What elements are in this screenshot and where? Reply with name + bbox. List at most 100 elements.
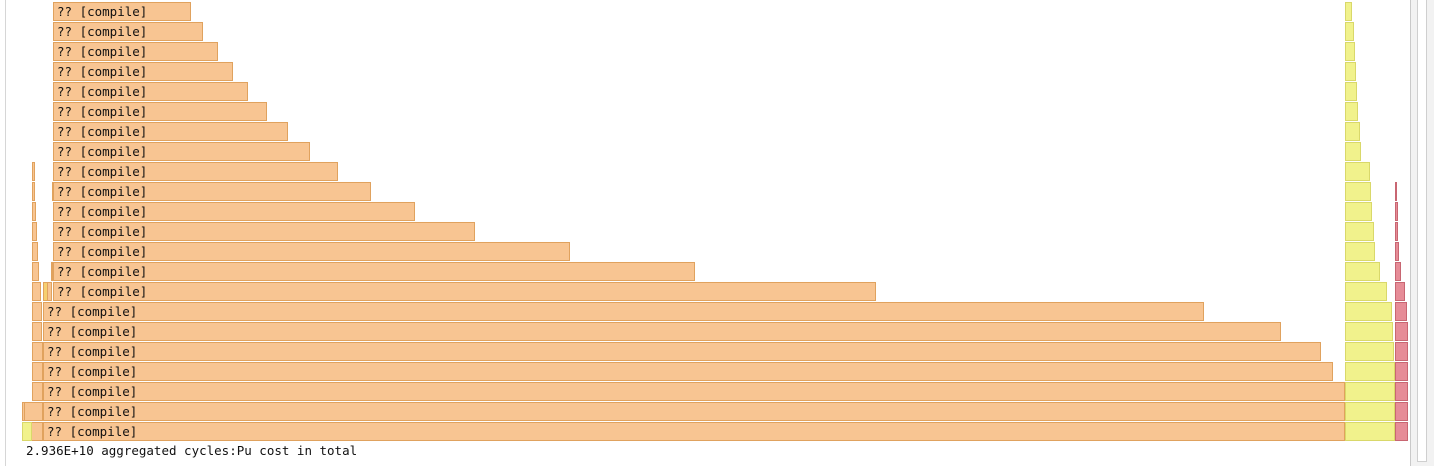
stack-frame[interactable]	[32, 342, 43, 361]
stack-frame[interactable]	[1345, 282, 1387, 301]
stack-frame[interactable]	[32, 382, 43, 401]
stack-frame[interactable]	[32, 282, 41, 301]
stack-frame[interactable]	[1395, 382, 1408, 401]
stack-frame[interactable]	[1345, 262, 1380, 281]
stack-frame[interactable]	[1345, 222, 1374, 241]
stack-frame[interactable]	[22, 422, 32, 441]
stack-frame-label: ?? [compile]	[57, 144, 148, 159]
stack-frame[interactable]: ?? [compile]	[53, 242, 570, 261]
stack-frame[interactable]	[1395, 262, 1401, 281]
stack-frame[interactable]	[1345, 2, 1352, 21]
stack-frame[interactable]: ?? [compile]	[53, 182, 371, 201]
stack-frame[interactable]: ?? [compile]	[53, 162, 338, 181]
stack-frame-label: ?? [compile]	[57, 84, 148, 99]
stack-frame[interactable]: ?? [compile]	[53, 102, 267, 121]
stack-frame[interactable]: ?? [compile]	[53, 22, 203, 41]
stack-frame[interactable]	[1345, 22, 1354, 41]
stack-frame[interactable]	[32, 362, 43, 381]
stack-frame[interactable]: ?? [compile]	[53, 262, 695, 281]
stack-frame[interactable]: ?? [compile]	[43, 302, 1204, 321]
stack-frame[interactable]	[1345, 102, 1358, 121]
stack-frame-label: ?? [compile]	[47, 364, 138, 379]
left-border	[0, 0, 6, 466]
stack-frame[interactable]	[1345, 182, 1371, 201]
stack-frame[interactable]	[1345, 42, 1355, 61]
stack-frame[interactable]	[1395, 302, 1407, 321]
scrollbar-track[interactable]	[1417, 0, 1427, 462]
stack-frame-label: ?? [compile]	[47, 424, 138, 439]
status-bar-text: 2.936E+10 aggregated cycles:Pu cost in t…	[26, 443, 358, 458]
stack-frame[interactable]	[32, 322, 42, 341]
stack-frame[interactable]	[1395, 242, 1399, 261]
stack-frame[interactable]: ?? [compile]	[53, 62, 233, 81]
stack-frame[interactable]	[1345, 382, 1395, 401]
stack-frame-label: ?? [compile]	[57, 164, 148, 179]
stack-frame[interactable]: ?? [compile]	[43, 362, 1333, 381]
stack-frame[interactable]	[1395, 402, 1408, 421]
stack-frame[interactable]: ?? [compile]	[53, 122, 288, 141]
stack-frame-label: ?? [compile]	[57, 4, 148, 19]
stack-frame[interactable]	[1395, 342, 1408, 361]
stack-frame[interactable]: ?? [compile]	[53, 222, 475, 241]
stack-frame[interactable]	[1345, 62, 1356, 81]
stack-frame[interactable]: ?? [compile]	[53, 82, 248, 101]
stack-frame[interactable]	[1345, 242, 1375, 261]
stack-frame[interactable]: ?? [compile]	[43, 422, 1345, 441]
stack-frame[interactable]	[1345, 362, 1395, 381]
stack-frame[interactable]	[32, 162, 35, 181]
stack-frame[interactable]: ?? [compile]	[43, 402, 1345, 421]
stack-frame[interactable]	[43, 282, 48, 301]
stack-frame[interactable]	[1345, 342, 1394, 361]
stack-frame[interactable]	[1395, 182, 1397, 201]
stack-frame-label: ?? [compile]	[57, 124, 148, 139]
stack-frame[interactable]	[1345, 142, 1361, 161]
stack-frame[interactable]	[1345, 202, 1372, 221]
stack-frame-label: ?? [compile]	[57, 44, 148, 59]
stack-frame[interactable]: ?? [compile]	[53, 42, 218, 61]
stack-frame[interactable]	[1345, 162, 1370, 181]
stack-frame[interactable]	[1345, 82, 1357, 101]
stack-frame[interactable]	[1345, 322, 1393, 341]
stack-frame-label: ?? [compile]	[47, 384, 138, 399]
stack-frame-label: ?? [compile]	[57, 204, 148, 219]
stack-frame[interactable]: ?? [compile]	[43, 342, 1321, 361]
stack-frame[interactable]: ?? [compile]	[43, 382, 1345, 401]
stack-frame[interactable]	[32, 242, 38, 261]
stack-frame[interactable]	[1395, 422, 1408, 441]
stack-frame[interactable]	[22, 402, 43, 421]
flamegraph-canvas: ?? [compile] ?? [compile] ?? [compile] ?? […	[22, 2, 1408, 441]
stack-frame[interactable]: ?? [compile]	[53, 142, 310, 161]
stack-frame[interactable]	[32, 222, 37, 241]
stack-frame-label: ?? [compile]	[57, 244, 148, 259]
stack-frame[interactable]	[1395, 362, 1408, 381]
stack-frame[interactable]	[1395, 322, 1408, 341]
stack-frame[interactable]	[1395, 222, 1398, 241]
stack-frame[interactable]: ?? [compile]	[43, 322, 1281, 341]
stack-frame[interactable]	[1395, 282, 1405, 301]
stack-frame[interactable]	[1345, 122, 1360, 141]
stack-frame-label: ?? [compile]	[47, 404, 138, 419]
stack-frame[interactable]	[32, 202, 36, 221]
stack-frame[interactable]	[1345, 402, 1395, 421]
stack-frame[interactable]	[22, 402, 25, 421]
stack-frame-label: ?? [compile]	[57, 64, 148, 79]
stack-frame[interactable]	[1345, 302, 1392, 321]
stack-frame[interactable]	[32, 262, 39, 281]
stack-frame-label: ?? [compile]	[47, 344, 138, 359]
stack-frame[interactable]: ?? [compile]	[53, 282, 876, 301]
stack-frame[interactable]	[1395, 202, 1398, 221]
stack-frame-label: ?? [compile]	[57, 284, 148, 299]
vertical-scrollbar[interactable]	[1410, 0, 1434, 466]
stack-frame[interactable]	[52, 182, 54, 201]
stack-frame[interactable]	[32, 302, 42, 321]
stack-frame[interactable]	[32, 182, 35, 201]
stack-frame[interactable]	[51, 262, 53, 281]
stack-frame-label: ?? [compile]	[57, 224, 148, 239]
stack-frame-label: ?? [compile]	[57, 24, 148, 39]
stack-frame-label: ?? [compile]	[57, 264, 148, 279]
stack-frame[interactable]: ?? [compile]	[53, 2, 191, 21]
stack-frame[interactable]: ?? [compile]	[53, 202, 415, 221]
stack-frame-label: ?? [compile]	[47, 304, 138, 319]
stack-frame[interactable]	[1345, 422, 1395, 441]
